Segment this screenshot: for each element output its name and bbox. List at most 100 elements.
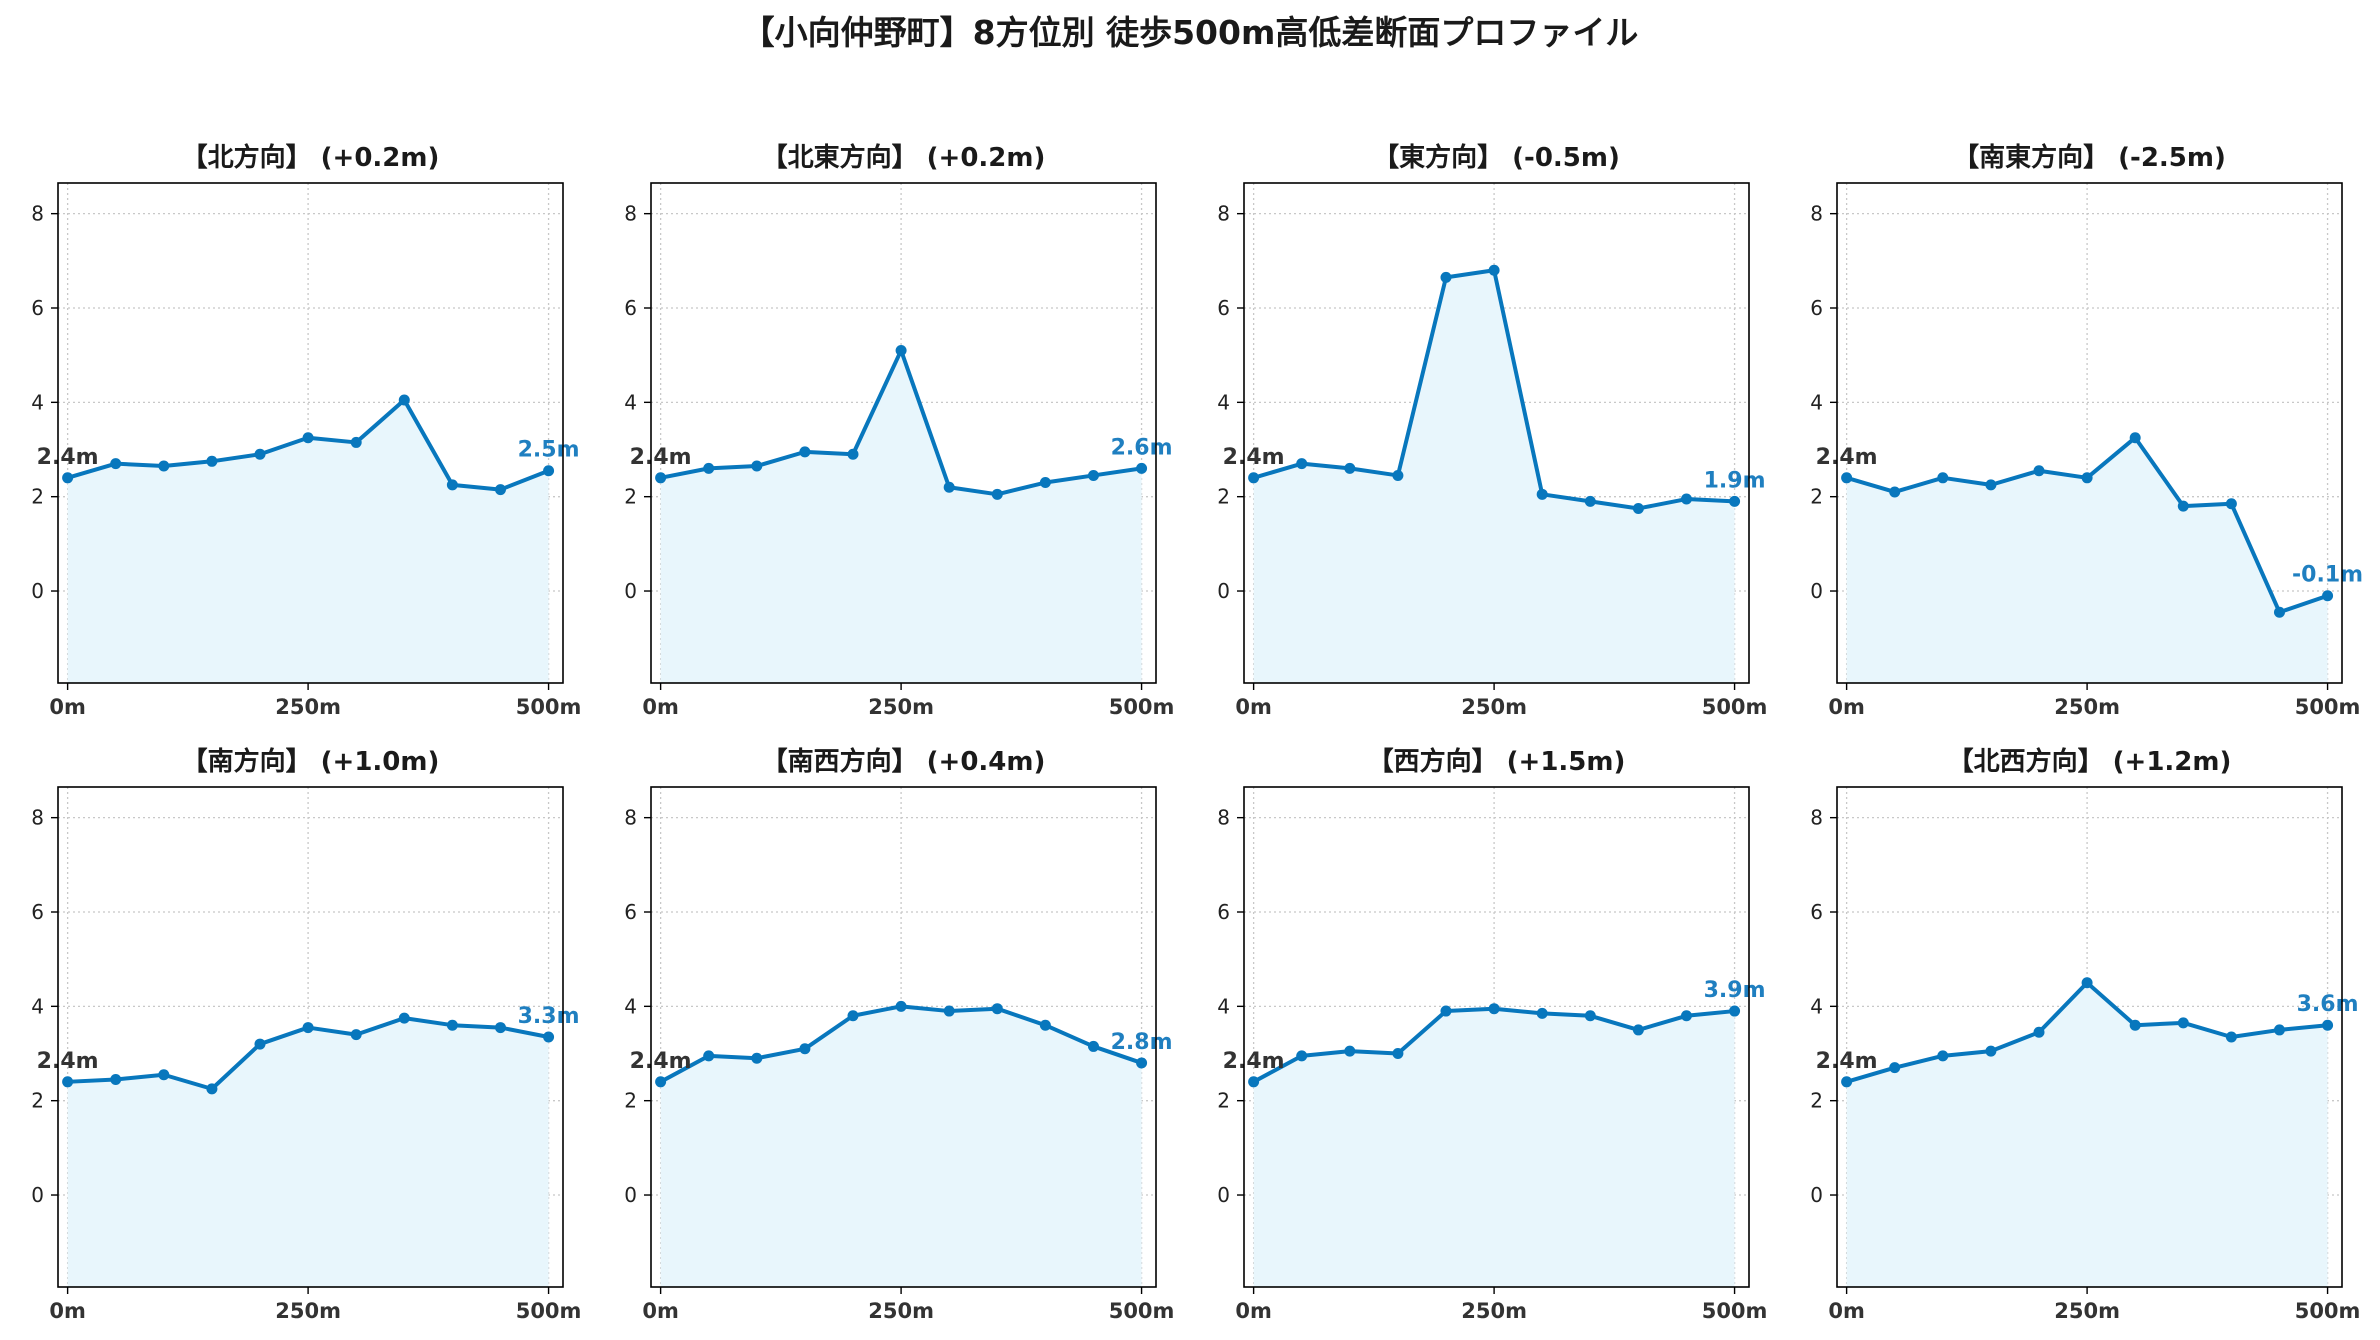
y-tick-label: 6 bbox=[1217, 900, 1230, 924]
y-tick-label: 6 bbox=[1810, 296, 1823, 320]
data-point bbox=[1087, 469, 1099, 481]
data-point bbox=[1841, 472, 1853, 484]
panel-title: 【北東方向】 (+0.2m) bbox=[762, 142, 1046, 173]
end-elevation-label: 2.8m bbox=[1111, 1030, 1173, 1055]
y-tick-label: 2 bbox=[624, 1089, 637, 1113]
data-point bbox=[2273, 1024, 2285, 1036]
y-tick-label: 8 bbox=[624, 806, 637, 830]
panel-1: 【北方向】 (+0.2m) 2.4m 2.5m 0m 250m 500m 0 2 4 6 8 bbox=[31, 142, 581, 719]
profile-area bbox=[67, 399, 549, 683]
y-tick-label: 2 bbox=[1217, 1089, 1230, 1113]
x-tick-label: 0m bbox=[49, 1299, 86, 1323]
data-point bbox=[2081, 977, 2093, 989]
data-point bbox=[1632, 1024, 1644, 1036]
end-elevation-label: 2.5m bbox=[518, 438, 580, 463]
x-tick-label: 0m bbox=[1828, 1299, 1865, 1323]
start-elevation-label: 2.4m bbox=[37, 445, 99, 470]
y-tick-label: 0 bbox=[1217, 1183, 1230, 1207]
panel-title: 【北西方向】 (+1.2m) bbox=[1948, 746, 2232, 777]
data-point bbox=[206, 455, 218, 467]
data-point bbox=[494, 484, 506, 496]
y-tick-label: 4 bbox=[31, 390, 44, 414]
data-point bbox=[1985, 479, 1997, 491]
data-point bbox=[350, 1029, 362, 1041]
end-elevation-label: 3.3m bbox=[518, 1004, 580, 1029]
data-point bbox=[158, 460, 170, 472]
data-point bbox=[655, 472, 667, 484]
profile-area bbox=[660, 1006, 1142, 1287]
profile-area bbox=[660, 350, 1142, 683]
start-elevation-label: 2.4m bbox=[1816, 1049, 1878, 1074]
data-point bbox=[302, 432, 314, 444]
data-point bbox=[254, 448, 266, 460]
data-point bbox=[2225, 498, 2237, 510]
end-elevation-label: 2.6m bbox=[1111, 435, 1173, 460]
panel-title: 【南西方向】 (+0.4m) bbox=[762, 746, 1046, 777]
start-elevation-label: 2.4m bbox=[630, 445, 692, 470]
data-point bbox=[2225, 1031, 2237, 1043]
panel-6: 【南西方向】 (+0.4m) 2.4m 2.8m 0m 250m 500m 0 2 4 6 8 bbox=[624, 746, 1174, 1323]
y-tick-label: 6 bbox=[1217, 296, 1230, 320]
axes-frame bbox=[1243, 786, 1750, 1288]
x-tick-label: 500m bbox=[2295, 695, 2361, 719]
y-tick-label: 8 bbox=[1217, 202, 1230, 226]
x-tick-label: 250m bbox=[2054, 695, 2120, 719]
data-point bbox=[1039, 477, 1051, 489]
x-tick-label: 250m bbox=[275, 695, 341, 719]
data-point bbox=[1087, 1040, 1099, 1052]
y-tick-label: 2 bbox=[1217, 485, 1230, 509]
y-tick-label: 0 bbox=[624, 579, 637, 603]
x-tick-label: 500m bbox=[516, 695, 582, 719]
panel-title: 【西方向】 (+1.5m) bbox=[1368, 746, 1626, 777]
data-point bbox=[1136, 462, 1148, 474]
data-point bbox=[703, 1050, 715, 1062]
x-tick-label: 0m bbox=[49, 695, 86, 719]
profile-area bbox=[1253, 1008, 1735, 1287]
data-point bbox=[1584, 495, 1596, 507]
data-point bbox=[991, 1003, 1003, 1015]
data-point bbox=[1937, 472, 1949, 484]
panel-title: 【東方向】 (-0.5m) bbox=[1373, 142, 1620, 173]
data-point bbox=[1248, 1076, 1260, 1088]
axes-frame bbox=[57, 786, 564, 1288]
axes-frame bbox=[1243, 182, 1750, 684]
data-point bbox=[1632, 502, 1644, 514]
x-tick-label: 500m bbox=[2295, 1299, 2361, 1323]
data-point bbox=[2273, 606, 2285, 618]
data-point bbox=[655, 1076, 667, 1088]
data-point bbox=[110, 1073, 122, 1085]
axes-frame bbox=[650, 182, 1157, 684]
y-tick-label: 8 bbox=[1810, 202, 1823, 226]
data-point bbox=[847, 448, 859, 460]
data-point bbox=[1440, 271, 1452, 283]
start-elevation-label: 2.4m bbox=[630, 1049, 692, 1074]
data-point bbox=[494, 1022, 506, 1034]
x-tick-label: 500m bbox=[516, 1299, 582, 1323]
x-tick-label: 250m bbox=[1461, 695, 1527, 719]
data-point bbox=[2177, 500, 2189, 512]
y-tick-label: 4 bbox=[1810, 994, 1823, 1018]
data-point bbox=[62, 1076, 74, 1088]
data-point bbox=[1344, 1045, 1356, 1057]
y-tick-label: 0 bbox=[624, 1183, 637, 1207]
x-tick-label: 250m bbox=[1461, 1299, 1527, 1323]
panel-4: 【南東方向】 (-2.5m) 2.4m -0.1m 0m 250m 500m 0 2 4 6 8 bbox=[1810, 142, 2363, 719]
data-point bbox=[1248, 472, 1260, 484]
y-tick-label: 6 bbox=[1810, 900, 1823, 924]
data-point bbox=[1296, 458, 1308, 470]
data-point bbox=[751, 460, 763, 472]
data-point bbox=[2129, 1019, 2141, 1031]
data-point bbox=[703, 462, 715, 474]
profile-area bbox=[67, 1018, 549, 1287]
data-point bbox=[1488, 1003, 1500, 1015]
x-tick-label: 0m bbox=[642, 1299, 679, 1323]
x-tick-label: 250m bbox=[868, 1299, 934, 1323]
y-tick-label: 6 bbox=[624, 900, 637, 924]
data-point bbox=[398, 1012, 410, 1024]
data-point bbox=[1985, 1045, 1997, 1057]
data-point bbox=[1039, 1019, 1051, 1031]
data-point bbox=[350, 436, 362, 448]
data-point bbox=[62, 472, 74, 484]
y-tick-label: 8 bbox=[624, 202, 637, 226]
